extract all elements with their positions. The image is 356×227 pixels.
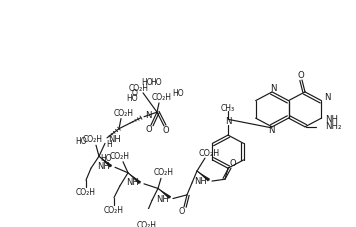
Text: HO: HO: [141, 78, 153, 87]
Text: O: O: [298, 71, 304, 80]
Text: N: N: [145, 111, 152, 120]
Text: CO₂H: CO₂H: [152, 93, 172, 102]
Text: HO: HO: [75, 137, 87, 146]
Text: O: O: [230, 159, 236, 168]
Text: CH₃: CH₃: [221, 104, 235, 113]
Text: CO₂H: CO₂H: [104, 206, 124, 215]
Text: NH: NH: [194, 178, 207, 187]
Text: N: N: [270, 84, 276, 93]
Text: NH: NH: [156, 195, 169, 204]
Text: O: O: [179, 207, 185, 216]
Text: CO₂H: CO₂H: [114, 109, 134, 118]
Text: CO₂H: CO₂H: [83, 135, 103, 144]
Polygon shape: [128, 173, 141, 184]
Text: CO₂H: CO₂H: [198, 149, 220, 158]
Text: CO₂H: CO₂H: [154, 168, 174, 177]
Text: O: O: [132, 89, 138, 98]
Text: NH: NH: [325, 115, 339, 123]
Text: CO₂H: CO₂H: [76, 188, 96, 197]
Text: CO₂H: CO₂H: [129, 84, 149, 93]
Text: NH₂: NH₂: [325, 122, 341, 131]
Text: HO: HO: [126, 94, 138, 103]
Text: NH: NH: [97, 162, 110, 171]
Polygon shape: [99, 156, 112, 168]
Text: N: N: [268, 126, 274, 135]
Text: N: N: [225, 117, 231, 126]
Text: HO: HO: [100, 154, 112, 163]
Polygon shape: [197, 171, 210, 181]
Polygon shape: [158, 188, 171, 199]
Text: CO₂H: CO₂H: [110, 152, 130, 161]
Text: NH: NH: [108, 135, 121, 144]
Text: O: O: [163, 126, 169, 135]
Text: O: O: [146, 125, 152, 134]
Text: H: H: [106, 140, 112, 149]
Text: NH: NH: [126, 178, 139, 188]
Text: CO₂H: CO₂H: [137, 221, 157, 227]
Text: N: N: [324, 93, 331, 102]
Text: HO: HO: [172, 89, 184, 98]
Text: HO: HO: [150, 78, 162, 87]
